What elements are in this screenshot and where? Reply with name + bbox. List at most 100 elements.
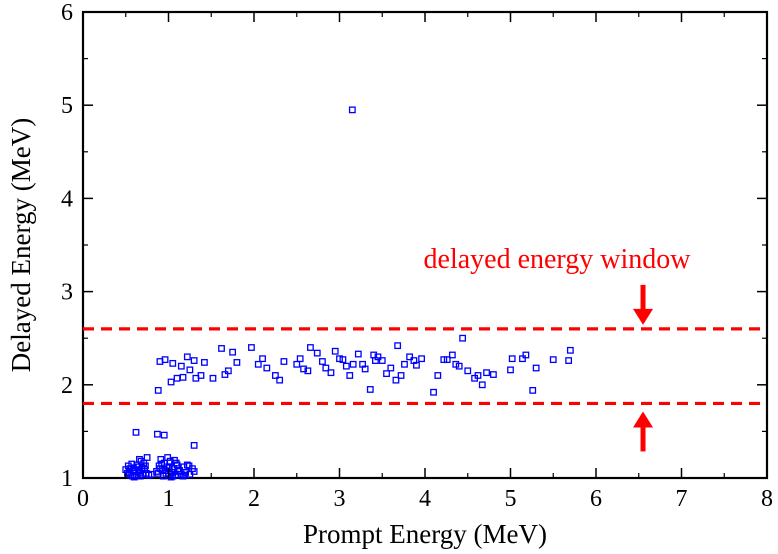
data-point — [138, 464, 146, 472]
data-points — [122, 106, 574, 481]
data-point — [160, 459, 168, 467]
data-point — [183, 353, 191, 361]
data-point — [169, 359, 177, 367]
data-point — [401, 360, 408, 368]
x-axis-title: Prompt Energy (MeV) — [303, 519, 547, 549]
x-tick-label: 2 — [248, 486, 260, 512]
y-tick-label: 6 — [61, 0, 73, 26]
data-point — [218, 345, 225, 352]
data-point — [276, 376, 284, 384]
data-point — [474, 372, 482, 379]
data-point — [464, 367, 472, 375]
data-point — [160, 431, 168, 439]
data-point — [440, 356, 448, 364]
data-point — [387, 364, 395, 372]
data-point — [565, 357, 573, 364]
data-point — [224, 367, 232, 375]
y-axis-title: Delayed Energy (MeV) — [6, 118, 36, 372]
data-point — [190, 357, 198, 364]
data-point — [478, 381, 486, 389]
data-point — [307, 344, 314, 351]
data-point — [348, 106, 356, 114]
down-arrow-icon — [633, 308, 654, 325]
data-point — [349, 360, 357, 368]
data-point — [413, 361, 420, 369]
up-arrow-icon — [633, 411, 654, 428]
data-point — [183, 461, 191, 469]
data-point — [406, 353, 414, 361]
y-tick-label: 2 — [61, 373, 73, 399]
data-point — [293, 360, 301, 368]
data-point — [259, 355, 266, 363]
data-point — [221, 371, 229, 378]
data-point — [483, 369, 490, 377]
data-point — [519, 355, 526, 363]
data-point — [130, 473, 138, 481]
data-point — [532, 364, 540, 372]
data-point — [392, 376, 400, 384]
data-point — [197, 372, 205, 379]
data-point — [167, 378, 175, 386]
data-point — [300, 365, 307, 373]
data-point — [443, 356, 451, 364]
x-tick-label: 3 — [334, 486, 346, 512]
data-point — [248, 344, 255, 351]
data-point — [190, 441, 198, 449]
data-point — [209, 374, 217, 382]
data-point — [397, 372, 405, 379]
data-point — [271, 372, 279, 379]
data-point — [179, 472, 187, 480]
data-point — [378, 357, 386, 364]
data-point — [263, 364, 271, 372]
data-point — [418, 355, 425, 363]
data-point — [171, 456, 178, 464]
data-point — [374, 353, 382, 361]
data-point — [181, 471, 189, 479]
data-point — [430, 388, 437, 396]
data-point — [318, 358, 326, 365]
x-tick-label: 4 — [419, 486, 431, 512]
data-point — [566, 346, 574, 354]
y-tick-label: 5 — [61, 93, 73, 119]
data-point — [136, 455, 143, 463]
data-point — [177, 362, 185, 370]
data-point — [157, 455, 165, 463]
data-point — [122, 466, 130, 474]
data-point — [339, 356, 347, 364]
data-point — [549, 356, 557, 364]
data-point — [322, 364, 330, 372]
y-tick-label: 3 — [61, 280, 73, 306]
data-point — [331, 347, 339, 355]
data-point — [173, 374, 181, 382]
data-point — [143, 454, 151, 461]
data-point — [280, 358, 288, 365]
data-point — [508, 355, 516, 363]
x-tick-label: 5 — [505, 486, 517, 512]
data-point — [304, 367, 312, 375]
window-annotation-label: delayed energy window — [424, 244, 692, 275]
data-point — [254, 360, 262, 368]
data-point — [201, 359, 208, 366]
window-annotation — [83, 284, 767, 452]
data-point — [394, 342, 402, 350]
data-point — [135, 466, 142, 474]
data-point — [455, 362, 463, 370]
data-point — [361, 365, 369, 373]
data-point — [153, 430, 161, 438]
data-point — [132, 428, 140, 436]
x-tick-label: 6 — [590, 486, 602, 512]
data-point — [434, 372, 442, 379]
data-point — [452, 360, 460, 368]
data-point — [161, 356, 169, 364]
data-point — [459, 334, 467, 342]
data-point — [383, 370, 390, 378]
x-tick-label: 0 — [77, 486, 89, 512]
x-tick-label: 1 — [163, 486, 175, 512]
data-point — [336, 355, 343, 363]
data-point — [177, 470, 185, 478]
data-point — [153, 468, 160, 475]
data-point — [354, 350, 362, 358]
data-point — [507, 366, 514, 374]
